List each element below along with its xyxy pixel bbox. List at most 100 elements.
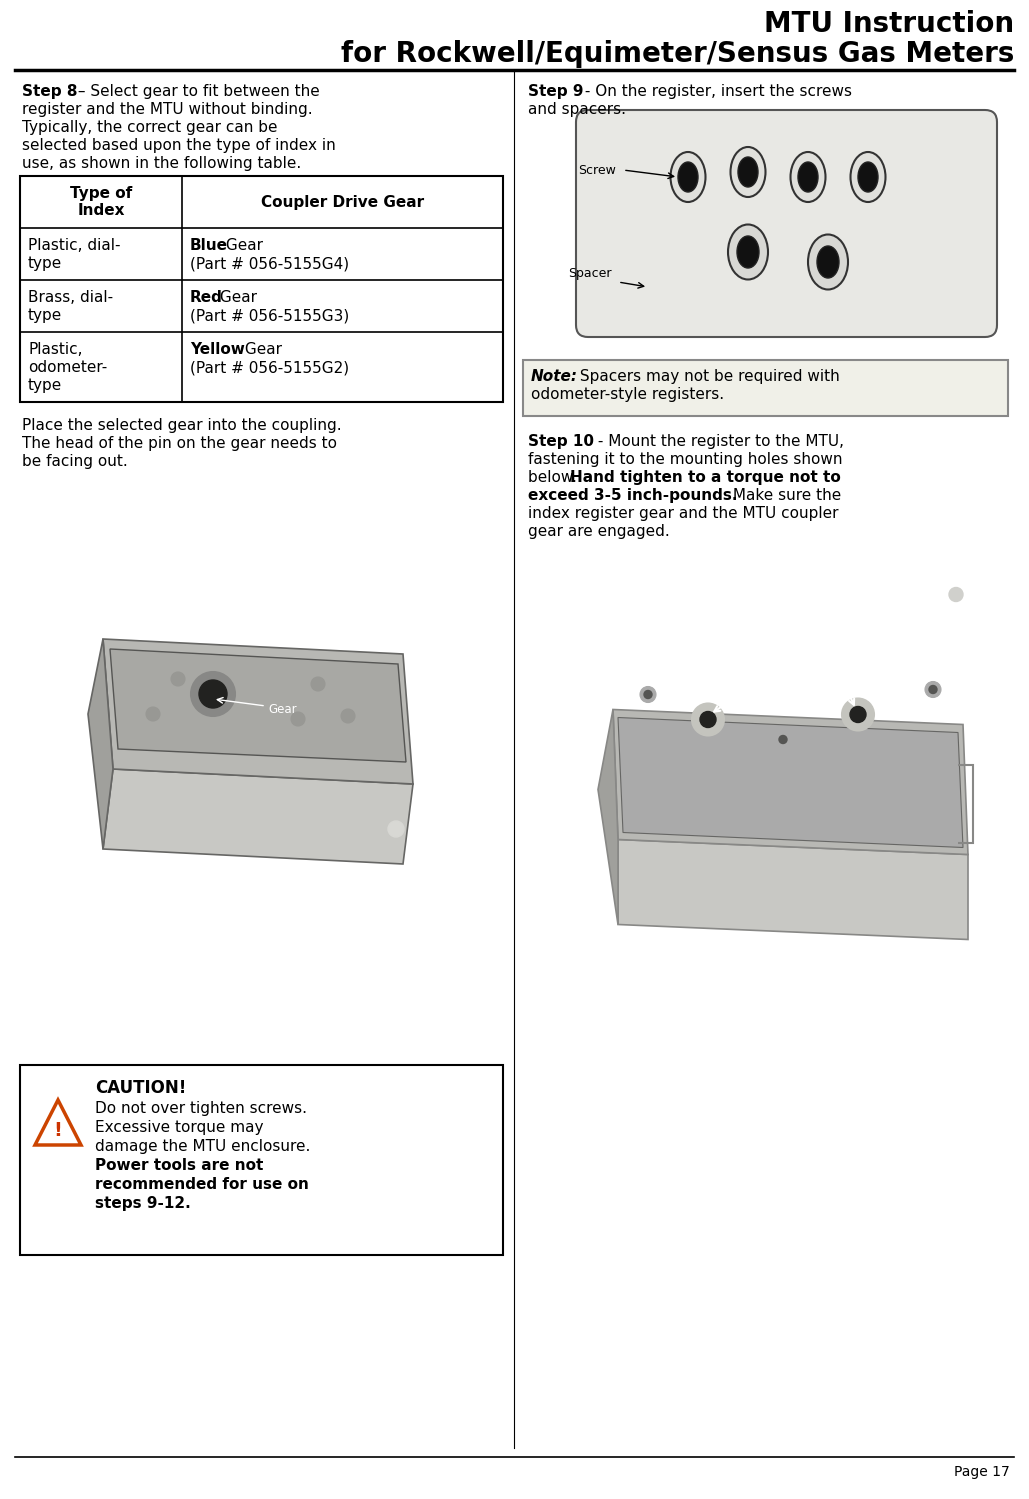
Circle shape xyxy=(691,703,724,736)
Polygon shape xyxy=(88,639,113,848)
Circle shape xyxy=(775,732,791,748)
Text: be facing out.: be facing out. xyxy=(22,454,128,469)
Circle shape xyxy=(640,687,657,703)
Ellipse shape xyxy=(799,162,818,192)
Ellipse shape xyxy=(678,162,698,192)
FancyBboxPatch shape xyxy=(576,109,997,337)
Ellipse shape xyxy=(728,225,768,279)
Polygon shape xyxy=(598,709,618,925)
Text: and spacers.: and spacers. xyxy=(528,102,626,117)
Text: Coupler Drive Gear: Coupler Drive Gear xyxy=(261,195,424,210)
Text: – Select gear to fit between the: – Select gear to fit between the xyxy=(73,84,320,99)
Text: CAUTION!: CAUTION! xyxy=(95,1079,186,1097)
Circle shape xyxy=(388,821,404,836)
Text: MTU Instruction: MTU Instruction xyxy=(764,10,1014,37)
Ellipse shape xyxy=(817,246,839,277)
Text: Step 10: Step 10 xyxy=(528,435,594,450)
Bar xyxy=(20,1064,503,1255)
Text: register and the MTU without binding.: register and the MTU without binding. xyxy=(22,102,313,117)
Text: Page 17: Page 17 xyxy=(954,1465,1010,1480)
Text: Register Mounting: Register Mounting xyxy=(756,619,880,633)
Bar xyxy=(20,175,503,402)
Polygon shape xyxy=(613,709,968,854)
Text: Gear: Gear xyxy=(268,703,296,715)
Circle shape xyxy=(341,709,355,723)
Text: - Mount the register to the MTU,: - Mount the register to the MTU, xyxy=(593,435,844,450)
Circle shape xyxy=(925,682,941,697)
Text: recommended for use on: recommended for use on xyxy=(95,1177,309,1192)
Text: - On the register, insert the screws: - On the register, insert the screws xyxy=(580,84,852,99)
Circle shape xyxy=(191,672,235,717)
Text: below.: below. xyxy=(528,471,587,486)
Circle shape xyxy=(291,712,305,726)
Ellipse shape xyxy=(737,235,759,268)
Ellipse shape xyxy=(671,151,706,202)
Text: odometer-style registers.: odometer-style registers. xyxy=(531,387,724,402)
Circle shape xyxy=(146,708,159,721)
Text: index register gear and the MTU coupler: index register gear and the MTU coupler xyxy=(528,507,839,522)
Ellipse shape xyxy=(738,157,758,187)
Text: !: ! xyxy=(54,1120,63,1139)
Circle shape xyxy=(779,736,787,744)
Text: Place the selected gear into the coupling.: Place the selected gear into the couplin… xyxy=(22,418,342,433)
Circle shape xyxy=(842,699,874,730)
Text: use, as shown in the following table.: use, as shown in the following table. xyxy=(22,156,301,171)
Text: Plastic, dial-: Plastic, dial- xyxy=(28,238,120,253)
Ellipse shape xyxy=(858,162,878,192)
Text: (Part # 056-5155G2): (Part # 056-5155G2) xyxy=(190,360,349,375)
Text: Gear: Gear xyxy=(240,342,282,357)
Text: Hand tighten to a torque not to: Hand tighten to a torque not to xyxy=(570,471,841,486)
Text: Note:: Note: xyxy=(531,369,578,384)
Circle shape xyxy=(949,588,963,601)
Text: The head of the pin on the gear needs to: The head of the pin on the gear needs to xyxy=(22,436,338,451)
Text: Plastic,: Plastic, xyxy=(28,342,82,357)
Text: Holes: Holes xyxy=(800,634,837,646)
Text: type: type xyxy=(28,378,62,393)
Text: exceed 3-5 inch-pounds.: exceed 3-5 inch-pounds. xyxy=(528,489,738,504)
Text: selected based upon the type of index in: selected based upon the type of index in xyxy=(22,138,335,153)
Text: type: type xyxy=(28,256,62,271)
Polygon shape xyxy=(35,1100,81,1145)
Circle shape xyxy=(700,712,716,727)
Text: Spacer: Spacer xyxy=(568,267,611,280)
Polygon shape xyxy=(110,649,406,761)
Text: Screw: Screw xyxy=(578,163,616,177)
Text: Excessive torque may: Excessive torque may xyxy=(95,1120,263,1135)
Circle shape xyxy=(644,691,652,699)
Ellipse shape xyxy=(851,151,886,202)
Ellipse shape xyxy=(790,151,825,202)
Text: (Part # 056-5155G4): (Part # 056-5155G4) xyxy=(190,256,349,271)
Text: Type of
Index: Type of Index xyxy=(70,186,132,219)
Polygon shape xyxy=(618,839,968,940)
Text: (Part # 056-5155G3): (Part # 056-5155G3) xyxy=(190,307,349,322)
Text: Step 8: Step 8 xyxy=(22,84,77,99)
Text: Yellow: Yellow xyxy=(190,342,245,357)
Polygon shape xyxy=(103,639,413,784)
Text: damage the MTU enclosure.: damage the MTU enclosure. xyxy=(95,1139,311,1154)
Circle shape xyxy=(311,678,325,691)
Circle shape xyxy=(929,685,937,694)
Text: Make sure the: Make sure the xyxy=(728,489,842,504)
Text: Spacers may not be required with: Spacers may not be required with xyxy=(575,369,840,384)
Ellipse shape xyxy=(731,147,766,196)
Text: steps 9-12.: steps 9-12. xyxy=(95,1196,190,1211)
Bar xyxy=(523,360,1008,417)
Text: for Rockwell/Equimeter/Sensus Gas Meters: for Rockwell/Equimeter/Sensus Gas Meters xyxy=(341,40,1014,67)
Text: Do not over tighten screws.: Do not over tighten screws. xyxy=(95,1100,307,1115)
Text: odometer-: odometer- xyxy=(28,360,107,375)
Text: Step 9: Step 9 xyxy=(528,84,583,99)
Ellipse shape xyxy=(808,234,848,289)
Text: gear are engaged.: gear are engaged. xyxy=(528,525,670,540)
Text: Typically, the correct gear can be: Typically, the correct gear can be xyxy=(22,120,278,135)
Polygon shape xyxy=(618,718,963,847)
Circle shape xyxy=(199,681,227,708)
Text: Gear: Gear xyxy=(215,289,257,304)
Circle shape xyxy=(171,672,185,687)
Text: Power tools are not: Power tools are not xyxy=(95,1159,263,1174)
Circle shape xyxy=(850,706,866,723)
Text: Blue: Blue xyxy=(190,238,228,253)
Polygon shape xyxy=(103,769,413,863)
Text: Gear: Gear xyxy=(221,238,263,253)
Text: Red: Red xyxy=(190,289,223,304)
Text: Brass, dial-: Brass, dial- xyxy=(28,289,113,304)
